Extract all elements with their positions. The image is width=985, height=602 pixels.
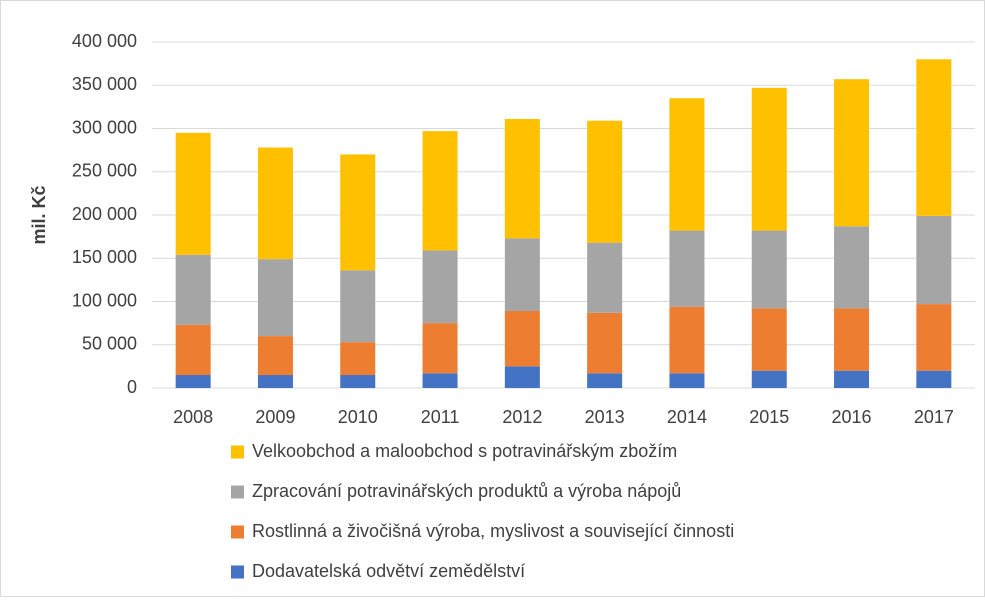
y-tick-label: 350 000 <box>72 74 137 94</box>
bar-segment <box>175 254 211 325</box>
legend-label: Velkoobchod a maloobchod s potravinářský… <box>252 441 677 461</box>
bar-segment <box>422 131 458 251</box>
x-tick-label: 2013 <box>585 407 625 427</box>
bar-segment <box>751 370 787 388</box>
bar-segment <box>422 250 458 324</box>
bar-segment <box>504 311 540 367</box>
bar-segment <box>340 270 376 343</box>
x-tick-label: 2017 <box>914 407 954 427</box>
legend-label: Rostlinná a živočišná výroba, myslivost … <box>252 521 734 541</box>
bar-segment <box>916 370 952 388</box>
legend-label: Dodavatelská odvětví zemědělství <box>252 561 525 581</box>
x-tick-label: 2012 <box>502 407 542 427</box>
x-tick-label: 2010 <box>338 407 378 427</box>
bar-segment <box>257 336 293 376</box>
bar-segment <box>587 373 623 388</box>
bar-segment <box>834 370 870 388</box>
bar-segment <box>834 226 870 309</box>
x-tick-label: 2011 <box>421 407 460 427</box>
bar-segment <box>422 373 458 388</box>
legend-swatch <box>231 445 244 459</box>
bar-segment <box>175 324 211 376</box>
y-tick-label: 100 000 <box>72 290 137 310</box>
legend-swatch <box>231 565 244 579</box>
bar-segment <box>916 215 952 305</box>
x-tick-label: 2015 <box>749 407 789 427</box>
y-tick-label: 150 000 <box>72 247 137 267</box>
legend-swatch <box>231 485 244 499</box>
bar-segment <box>504 238 540 312</box>
y-tick-label: 250 000 <box>72 161 137 181</box>
y-tick-label: 200 000 <box>72 204 137 224</box>
bar-segment <box>669 306 705 374</box>
bar-segment <box>257 147 293 260</box>
bar-segment <box>834 79 870 227</box>
bar-segment <box>669 373 705 388</box>
bar-segment <box>587 312 623 374</box>
legend-label: Zpracování potravinářských produktů a vý… <box>252 481 681 501</box>
x-tick-label: 2014 <box>667 407 707 427</box>
bar-segment <box>587 242 623 313</box>
bar-segment <box>751 308 787 371</box>
bar-segment <box>834 308 870 371</box>
bar-segment <box>422 323 458 374</box>
bar-segment <box>175 132 211 255</box>
bar-segment <box>916 304 952 371</box>
bar-segment <box>751 87 787 231</box>
y-tick-label: 300 000 <box>72 117 137 137</box>
bar-segment <box>916 59 952 216</box>
bar-segment <box>669 98 705 231</box>
x-tick-label: 2009 <box>255 407 295 427</box>
y-tick-label: 50 000 <box>82 334 137 354</box>
bar-segment <box>587 120 623 243</box>
x-tick-label: 2016 <box>832 407 872 427</box>
bar-segment <box>257 375 293 388</box>
y-tick-label: 400 000 <box>72 31 137 51</box>
bar-segment <box>340 154 376 271</box>
bar-segment <box>340 375 376 388</box>
y-axis-label: mil. Kč <box>29 185 49 244</box>
x-tick-label: 2008 <box>173 407 213 427</box>
bar-segment <box>257 259 293 337</box>
bar-segment <box>751 230 787 309</box>
bar-segment <box>504 366 540 388</box>
y-tick-label: 0 <box>127 377 137 397</box>
bar-segment <box>175 375 211 388</box>
bar-segment <box>669 230 705 307</box>
legend-swatch <box>231 525 244 539</box>
bar-segment <box>340 342 376 376</box>
bar-segment <box>504 118 540 239</box>
